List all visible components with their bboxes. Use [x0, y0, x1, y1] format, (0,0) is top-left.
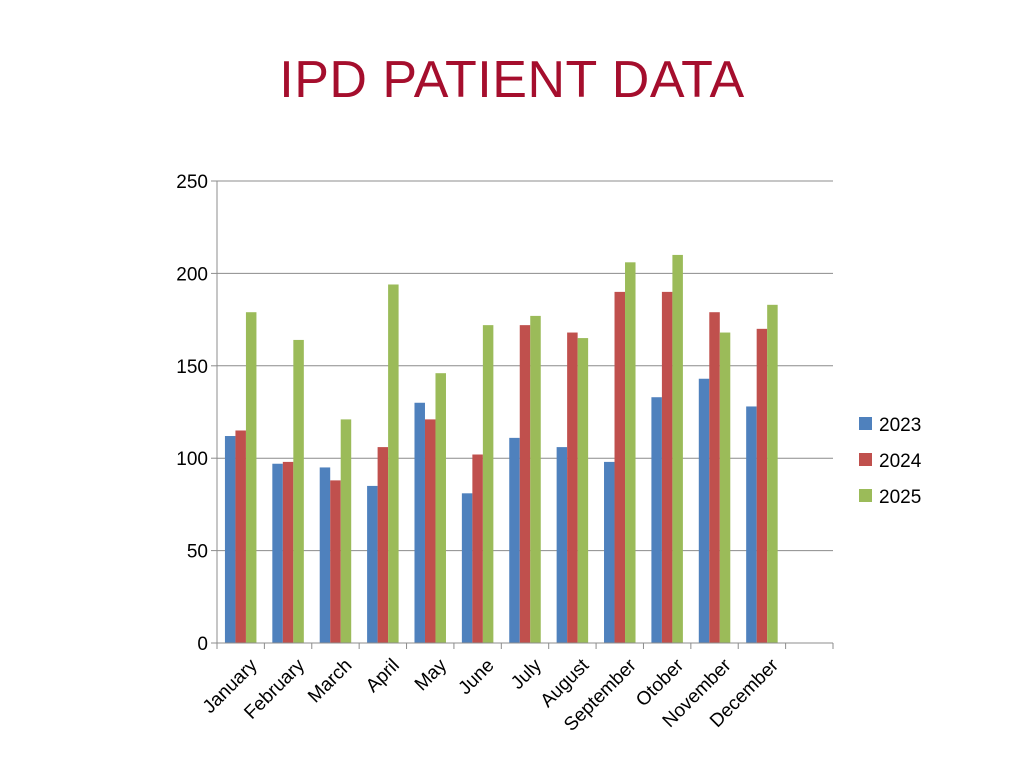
- bar-2023-May: [414, 402, 425, 643]
- y-tick-label: 200: [176, 264, 208, 285]
- bar-2024-September: [614, 291, 626, 643]
- axes: [211, 180, 834, 649]
- legend-swatch-2024: [859, 453, 872, 466]
- bar-2023-December: [746, 406, 757, 643]
- bar-2024-November: [709, 312, 720, 643]
- bar-2025-September: [625, 262, 636, 643]
- legend-label-2023: 2023: [879, 415, 921, 436]
- bar-2025-March: [340, 419, 352, 643]
- bar-2025-December: [767, 304, 778, 643]
- y-tick-label: 250: [176, 172, 208, 193]
- bar-2023-February: [272, 463, 283, 643]
- legend: 2023 2024 2025: [859, 415, 922, 508]
- bar-2025-July: [530, 315, 541, 643]
- bar-2023-July: [509, 437, 520, 643]
- bar-2023-Otober: [651, 397, 662, 643]
- bar-2024-January: [235, 430, 246, 643]
- bar-2024-March: [330, 480, 341, 643]
- legend-label-2025: 2025: [879, 487, 921, 508]
- bar-2024-July: [519, 325, 531, 643]
- y-tick-label: 0: [197, 634, 208, 655]
- legend-swatch-2023: [859, 417, 872, 430]
- x-tick-label: March: [304, 655, 356, 707]
- bar-2025-June: [482, 325, 494, 643]
- bar-2024-May: [424, 419, 436, 643]
- chart-title: IPD PATIENT DATA: [279, 51, 745, 109]
- bar-2025-January: [245, 312, 257, 643]
- bar-2024-February: [282, 461, 294, 643]
- bar-2024-April: [377, 447, 389, 643]
- bars: [224, 254, 778, 644]
- x-tick-label: May: [411, 655, 452, 696]
- bar-2025-November: [719, 332, 731, 643]
- bar-2024-August: [567, 332, 578, 643]
- bar-2025-May: [435, 373, 446, 643]
- bar-2023-January: [224, 436, 236, 643]
- bar-2025-Otober: [672, 254, 683, 644]
- legend-label-2024: 2024: [879, 451, 922, 472]
- x-tick-label: April: [362, 655, 404, 697]
- x-tick-label: June: [455, 655, 499, 699]
- bar-2023-November: [698, 378, 710, 643]
- bar-2025-August: [577, 338, 589, 643]
- y-tick-label: 50: [187, 542, 208, 563]
- x-tick-label: July: [507, 655, 546, 694]
- bar-2025-April: [388, 284, 399, 643]
- y-tick-label: 150: [176, 357, 208, 378]
- legend-swatch-2025: [859, 489, 872, 502]
- y-tick-label: 100: [176, 449, 208, 470]
- bar-2023-June: [461, 493, 473, 643]
- bar-2023-September: [604, 461, 615, 643]
- bar-2023-April: [367, 485, 378, 643]
- bar-2024-Otober: [661, 291, 673, 643]
- bar-2025-February: [293, 339, 304, 643]
- bar-2024-December: [756, 328, 768, 643]
- bar-2024-June: [472, 454, 483, 643]
- bar-2023-August: [556, 447, 568, 643]
- bar-2023-March: [319, 467, 331, 643]
- y-tick-labels: 0 50 100 150 200 250: [176, 172, 208, 655]
